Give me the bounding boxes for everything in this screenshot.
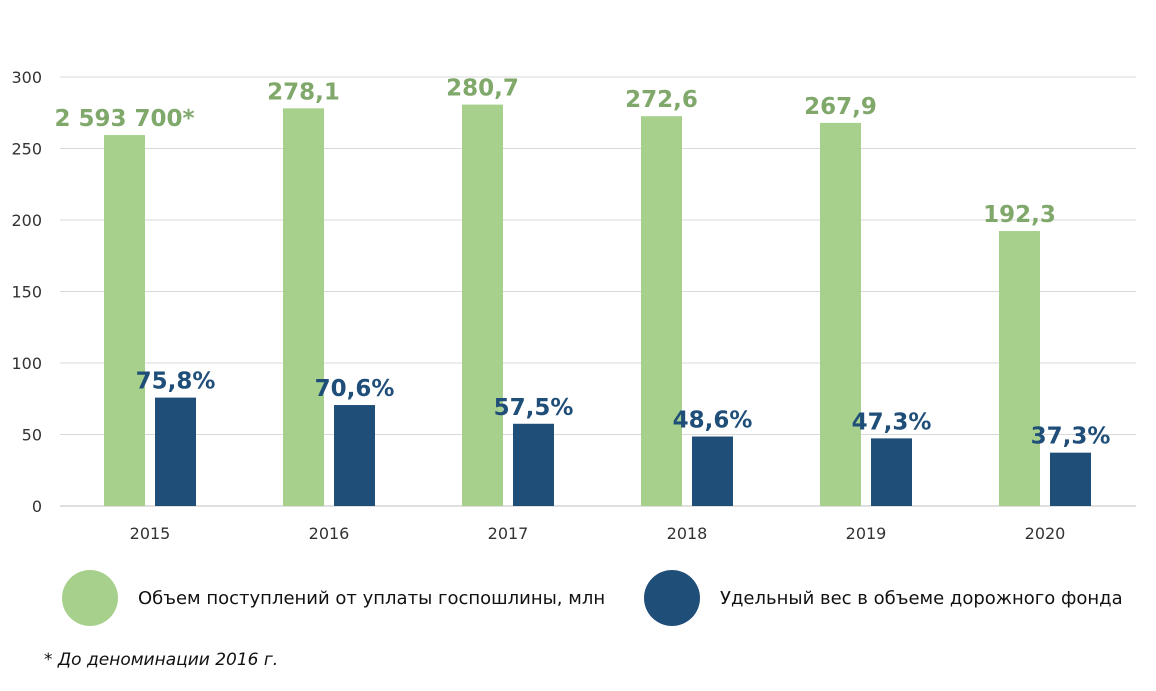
y-tick-label: 0 bbox=[32, 497, 42, 516]
data-labels: 2 593 700* 75,8% 278,1 70,6% 280,7 57,5% 272,6… bbox=[54, 76, 1110, 450]
data-label-revenue: 267,9 bbox=[804, 94, 877, 120]
data-label-share: 47,3% bbox=[852, 409, 932, 435]
bar-revenue bbox=[104, 135, 145, 507]
bar-revenue bbox=[462, 104, 503, 506]
data-label-revenue: 192,3 bbox=[983, 202, 1056, 228]
bar-revenue bbox=[999, 231, 1040, 507]
data-label-revenue: 280,7 bbox=[446, 76, 519, 102]
y-tick-label: 250 bbox=[11, 140, 42, 159]
data-label-share: 75,8% bbox=[136, 369, 216, 395]
bar-revenue bbox=[820, 122, 861, 506]
data-label-share: 37,3% bbox=[1031, 424, 1111, 450]
legend-swatch-share bbox=[644, 570, 700, 626]
y-tick-label: 100 bbox=[11, 354, 42, 373]
x-tick-label: 2018 bbox=[667, 524, 708, 543]
x-tick-label: 2016 bbox=[309, 524, 350, 543]
bar-share bbox=[334, 405, 375, 506]
gridlines bbox=[60, 76, 1136, 507]
x-tick-label: 2015 bbox=[130, 524, 171, 543]
data-label-share: 57,5% bbox=[494, 395, 574, 421]
bar-chart: 0 50 100 150 200 250 300 2 593 700* 75,8% 278,1 7… bbox=[11, 68, 1136, 543]
data-label-share: 70,6% bbox=[315, 376, 395, 402]
legend-item-share: Удельный вес в объеме дорожного фонда bbox=[644, 570, 1123, 626]
bar-share bbox=[1050, 452, 1091, 506]
y-tick-label: 150 bbox=[11, 283, 42, 302]
bar-revenue bbox=[641, 116, 682, 506]
x-axis-ticks: 2015 2016 2017 2018 2019 2020 bbox=[130, 524, 1066, 543]
y-axis-ticks: 0 50 100 150 200 250 300 bbox=[11, 68, 42, 516]
legend-label-share: Удельный вес в объеме дорожного фонда bbox=[720, 587, 1123, 609]
y-tick-label: 50 bbox=[22, 426, 42, 445]
x-tick-label: 2020 bbox=[1025, 524, 1066, 543]
bars bbox=[104, 104, 1091, 507]
data-label-revenue: 2 593 700* bbox=[54, 106, 194, 132]
bar-share bbox=[155, 397, 196, 506]
legend: Объем поступлений от уплаты госпошлины, … bbox=[0, 570, 1156, 630]
legend-item-revenue: Объем поступлений от уплаты госпошлины, … bbox=[62, 570, 605, 626]
legend-swatch-revenue bbox=[62, 570, 118, 626]
bar-share bbox=[513, 423, 554, 506]
x-tick-label: 2019 bbox=[846, 524, 887, 543]
bar-revenue bbox=[283, 108, 324, 506]
bar-share bbox=[871, 438, 912, 506]
data-label-share: 48,6% bbox=[673, 408, 753, 434]
data-label-revenue: 278,1 bbox=[267, 79, 340, 105]
y-tick-label: 200 bbox=[11, 211, 42, 230]
x-tick-label: 2017 bbox=[488, 524, 529, 543]
footnote: * До деноминации 2016 г. bbox=[44, 650, 279, 670]
y-tick-label: 300 bbox=[11, 68, 42, 87]
legend-label-revenue: Объем поступлений от уплаты госпошлины, … bbox=[138, 587, 606, 609]
bar-share bbox=[692, 436, 733, 506]
data-label-revenue: 272,6 bbox=[625, 87, 698, 113]
